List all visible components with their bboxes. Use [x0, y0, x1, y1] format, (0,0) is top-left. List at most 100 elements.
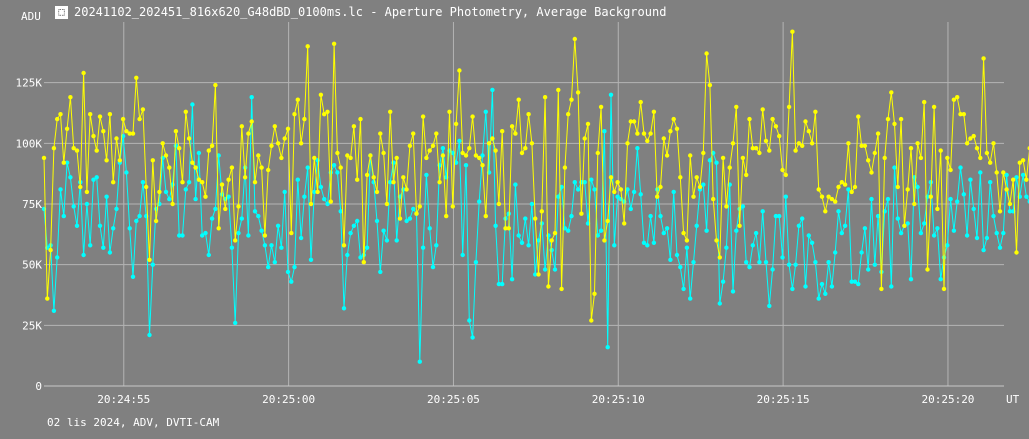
series-1-point-78: [298, 235, 304, 241]
series-1-point-157: [559, 184, 564, 190]
x-tick-label-0: 20:24:55: [97, 393, 150, 406]
series-0-point-286: [984, 150, 990, 156]
series-1-point-117: [427, 226, 432, 231]
series-1-point-72: [279, 245, 284, 250]
series-1-point-290: [997, 245, 1003, 250]
series-1-point-258: [892, 165, 897, 170]
series-0-point-65: [256, 153, 261, 158]
series-1-point-249: [862, 226, 868, 231]
series-0-point-109: [401, 175, 406, 180]
series-1-point-98: [364, 245, 370, 250]
series-0-point-15: [91, 133, 96, 139]
series-0-point-224: [780, 167, 785, 173]
series-0-point-201: [704, 51, 709, 56]
series-0-point-102: [378, 131, 383, 136]
series-0-point-38: [167, 165, 172, 170]
series-1-point-160: [569, 213, 574, 219]
series-0-point-27: [130, 131, 136, 136]
series-1-point-278: [958, 165, 963, 170]
series-1-point-43: [183, 187, 188, 192]
series-0-point-99: [368, 153, 373, 158]
series-1-point-134: [483, 109, 488, 115]
series-0-point-146: [523, 146, 528, 151]
series-1-point-75: [289, 279, 294, 284]
series-0-point-46: [193, 165, 198, 170]
series-1-point-274: [945, 243, 950, 248]
series-0-point-203: [711, 196, 716, 202]
series-0-point-122: [444, 213, 449, 219]
series-0-point-124: [450, 204, 455, 209]
series-1-point-26: [127, 226, 132, 231]
series-0-point-174: [615, 180, 620, 185]
series-1-point-92: [345, 252, 350, 258]
series-0-point-253: [875, 131, 881, 136]
series-0-point-269: [928, 194, 933, 199]
series-0-point-107: [394, 155, 399, 161]
series-1-point-260: [898, 230, 904, 236]
series-1-point-20: [107, 250, 113, 255]
series-0-point-276: [951, 97, 957, 102]
series-1-point-45: [190, 102, 195, 107]
series-0-point-100: [371, 175, 376, 180]
series-0-point-277: [955, 95, 960, 100]
series-0-point-50: [206, 148, 211, 153]
series-1-point-44: [186, 180, 192, 185]
series-1-point-202: [707, 158, 713, 163]
y-tick-label-4: 100K: [16, 137, 43, 150]
series-1-point-192: [674, 252, 680, 258]
series-1-point-243: [842, 223, 848, 228]
series-1-point-88: [331, 163, 337, 168]
series-0-point-266: [918, 155, 924, 161]
x-tick-label-4: 20:25:15: [757, 393, 810, 406]
series-0-point-257: [889, 90, 894, 95]
series-1-point-148: [529, 201, 535, 207]
series-0-point-163: [579, 211, 584, 216]
series-1-point-194: [681, 286, 686, 292]
series-1-point-41: [177, 233, 182, 238]
series-0-point-290: [997, 209, 1003, 214]
series-1-point-85: [322, 196, 327, 202]
series-1-point-130: [470, 335, 475, 340]
series-1-point-12: [81, 252, 86, 258]
series-1-point-146: [523, 216, 528, 221]
series-1-point-167: [592, 187, 597, 192]
series-0-point-34: [153, 218, 159, 224]
series-1-point-289: [994, 230, 999, 236]
series-1-point-15: [91, 177, 96, 182]
series-1-point-267: [922, 221, 927, 226]
series-1-point-19: [104, 194, 109, 199]
series-1-point-32: [147, 332, 152, 338]
series-1-point-288: [991, 213, 996, 219]
series-1-point-56: [226, 194, 231, 199]
series-0-point-92: [345, 153, 350, 158]
series-0-point-60: [239, 124, 244, 129]
series-0-point-12: [81, 70, 86, 76]
series-1-point-142: [509, 277, 515, 282]
chart-icon: ⬚: [55, 5, 68, 19]
series-0-point-16: [94, 148, 99, 153]
series-1-point-177: [625, 187, 630, 192]
series-1-point-7: [64, 160, 70, 165]
series-0-point-221: [770, 116, 775, 122]
series-1-point-139: [500, 281, 505, 287]
series-0-point-86: [325, 109, 330, 115]
series-1-point-282: [971, 206, 976, 212]
series-1-point-22: [114, 206, 119, 212]
series-1-point-276: [951, 228, 957, 233]
series-0-point-204: [714, 238, 719, 243]
series-1-point-287: [988, 180, 993, 185]
series-1-point-3: [51, 308, 57, 313]
series-1-point-228: [793, 262, 798, 267]
series-0-point-67: [262, 233, 268, 238]
series-0-point-271: [935, 206, 940, 212]
series-1-point-137: [493, 223, 498, 228]
series-0-point-48: [200, 180, 205, 185]
series-1-point-14: [88, 243, 93, 248]
series-1-point-37: [163, 189, 169, 195]
series-0-point-202: [707, 82, 713, 88]
series-1-point-262: [905, 221, 910, 226]
series-1-point-180: [635, 146, 640, 151]
series-0-point-64: [252, 180, 258, 185]
series-1-point-179: [631, 189, 637, 195]
series-0-point-95: [355, 177, 360, 182]
